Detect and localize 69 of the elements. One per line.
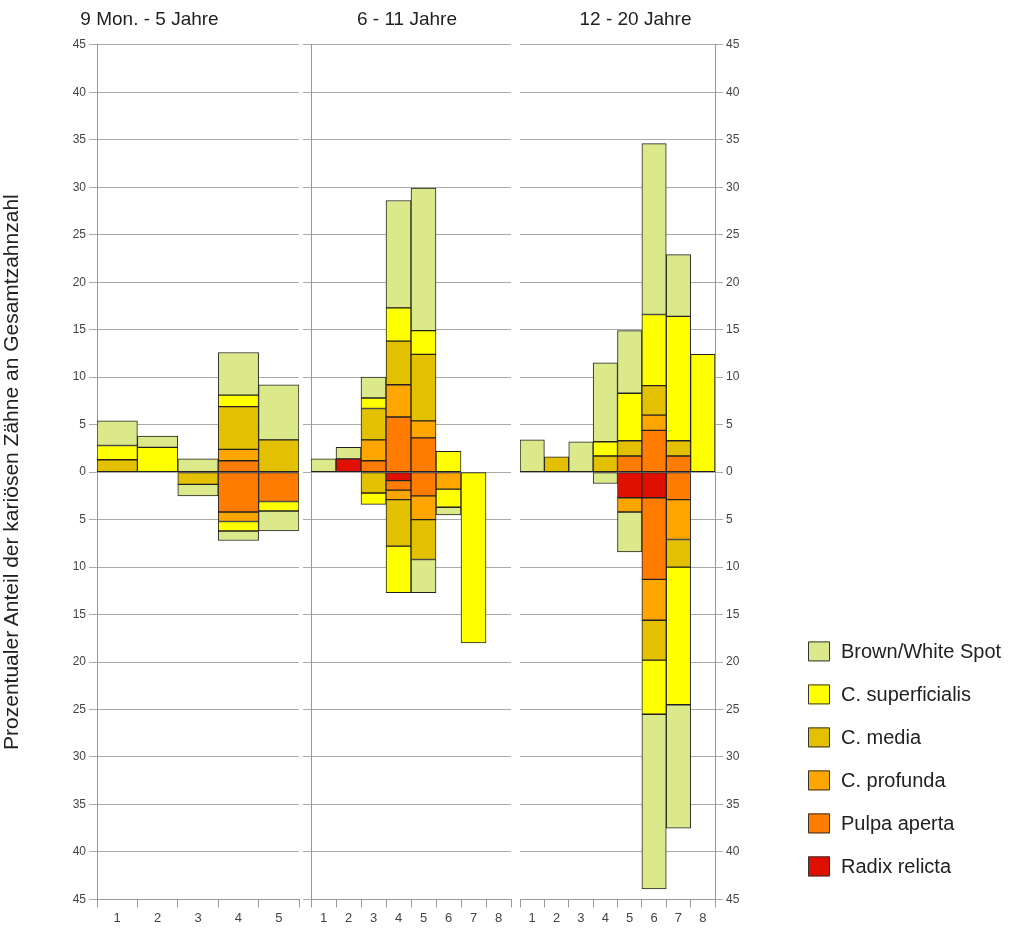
y2-tick-label: 5 [726, 416, 733, 431]
chart-title: 12 - 20 Jahre [579, 7, 692, 29]
y2-tick-label: 10 [726, 559, 740, 574]
y2-tick-label: 15 [726, 606, 740, 621]
x-tick-label: 5 [275, 909, 283, 925]
y-tick-label: 10 [72, 559, 87, 574]
y2-tick-label: 30 [726, 179, 740, 194]
legend-label: C. profunda [841, 768, 947, 791]
y-tick-label: 25 [72, 701, 87, 716]
x-tick-label: 7 [469, 909, 478, 925]
y-tick-label: 10 [72, 369, 87, 384]
y-tick-label: 20 [72, 654, 87, 669]
x-tick-label: 6 [444, 909, 453, 925]
x-tick-label: 1 [319, 909, 328, 925]
x-tick-label: 4 [394, 909, 403, 925]
legend-label: C. superficialis [841, 682, 972, 705]
x-tick-label: 1 [113, 909, 121, 925]
y2-tick-label: 25 [726, 227, 740, 242]
legend-label: Pulpa aperta [841, 811, 956, 834]
legend-label: Brown/White Spot [841, 639, 1002, 662]
x-tick-label: 2 [344, 909, 353, 925]
x-tick-label: 3 [577, 909, 585, 925]
x-tick-label: 8 [494, 909, 503, 925]
x-tick-label: 1 [528, 909, 536, 925]
y2-tick-label: 10 [726, 369, 740, 384]
y-tick-label: 35 [72, 132, 87, 147]
y-tick-label: 35 [72, 796, 87, 811]
y-tick-label: 30 [72, 179, 87, 194]
chart-title: 9 Mon. - 5 Jahre [80, 7, 219, 29]
y2-tick-label: 40 [726, 84, 740, 99]
y-tick-label: 0 [79, 464, 87, 479]
y-tick-label: 30 [72, 749, 87, 764]
y-tick-label: 45 [72, 37, 87, 52]
y2-tick-label: 25 [726, 701, 740, 716]
x-tick-label: 5 [419, 909, 428, 925]
y2-tick-label: 20 [726, 654, 740, 669]
x-tick-label: 4 [601, 909, 609, 925]
legend-label: C. media [841, 725, 922, 748]
x-tick-label: 6 [650, 909, 658, 925]
x-tick-label: 2 [153, 909, 162, 925]
legend-label: Radix relicta [841, 854, 952, 877]
y2-tick-label: 20 [726, 274, 740, 289]
x-tick-label: 4 [234, 909, 243, 925]
y2-tick-label: 45 [726, 891, 740, 906]
x-tick-label: 3 [194, 909, 202, 925]
y-tick-label: 40 [72, 84, 87, 99]
y2-tick-label: 35 [726, 132, 740, 147]
y-tick-label: 40 [72, 844, 87, 859]
x-tick-label: 8 [699, 909, 707, 925]
y2-tick-label: 0 [726, 464, 733, 479]
x-tick-label: 2 [552, 909, 561, 925]
y2-tick-label: 35 [726, 796, 740, 811]
y2-tick-label: 30 [726, 749, 740, 764]
y-tick-label: 25 [72, 227, 87, 242]
y-tick-label: 5 [79, 511, 87, 526]
y2-tick-label: 45 [726, 37, 740, 52]
x-tick-label: 3 [369, 909, 378, 925]
y-tick-label: 15 [72, 321, 87, 336]
chart-title: 6 - 11 Jahre [357, 7, 457, 29]
y-tick-label: 45 [72, 891, 87, 906]
y2-tick-label: 5 [726, 511, 733, 526]
x-tick-label: 7 [674, 909, 683, 925]
y2-tick-label: 40 [726, 844, 740, 859]
y-axis-title: Prozentualer Anteil der kariösen Zähne an Gesamtzahnzahl [0, 194, 23, 750]
y-tick-label: 20 [72, 274, 87, 289]
y-tick-label: 5 [79, 416, 87, 431]
y-tick-label: 15 [72, 606, 87, 621]
x-tick-label: 5 [626, 909, 634, 925]
y2-tick-label: 15 [726, 321, 740, 336]
